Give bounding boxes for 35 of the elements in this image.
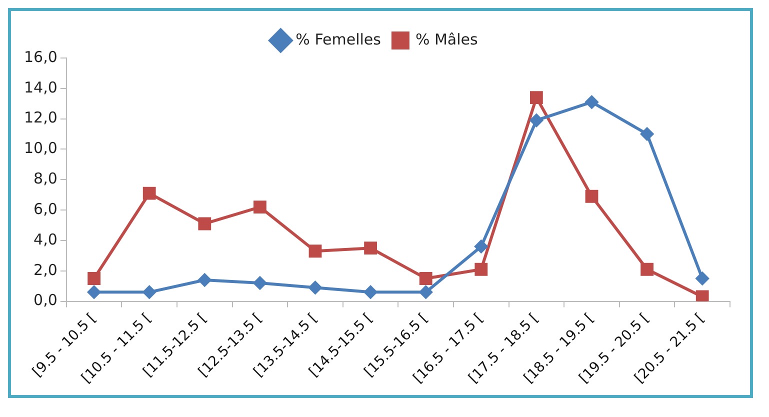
point xyxy=(640,262,654,276)
point xyxy=(419,272,432,285)
point xyxy=(254,200,266,214)
point xyxy=(696,272,709,285)
point xyxy=(198,217,212,230)
y-tick-label: 2,0 xyxy=(34,260,58,279)
point xyxy=(474,262,488,276)
y-tick-label: 16,0 xyxy=(24,48,58,66)
point xyxy=(308,281,322,294)
y-tick-label: 6,0 xyxy=(34,200,58,218)
y-tick-label: 14,0 xyxy=(24,78,58,96)
y-tick-label: 8,0 xyxy=(34,170,58,188)
point xyxy=(585,96,598,109)
y-tick-label: 0,0 xyxy=(34,291,58,310)
point xyxy=(530,114,543,127)
point xyxy=(142,186,156,200)
legend-label: % Femelles xyxy=(296,30,382,48)
point xyxy=(364,242,377,255)
point xyxy=(88,272,100,285)
point xyxy=(696,290,709,302)
y-tick-label: 4,0 xyxy=(34,230,58,248)
point xyxy=(88,286,101,299)
point xyxy=(142,286,156,299)
point xyxy=(198,274,212,287)
point xyxy=(474,240,488,254)
point xyxy=(308,244,322,258)
y-tick-label: 10,0 xyxy=(24,139,58,158)
point xyxy=(640,128,654,141)
point xyxy=(419,286,432,299)
point xyxy=(530,91,543,104)
point xyxy=(364,286,378,299)
legend-label: % Mâles xyxy=(415,30,478,48)
y-tick-label: 12,0 xyxy=(24,108,58,127)
point xyxy=(585,190,598,203)
point xyxy=(253,276,266,290)
